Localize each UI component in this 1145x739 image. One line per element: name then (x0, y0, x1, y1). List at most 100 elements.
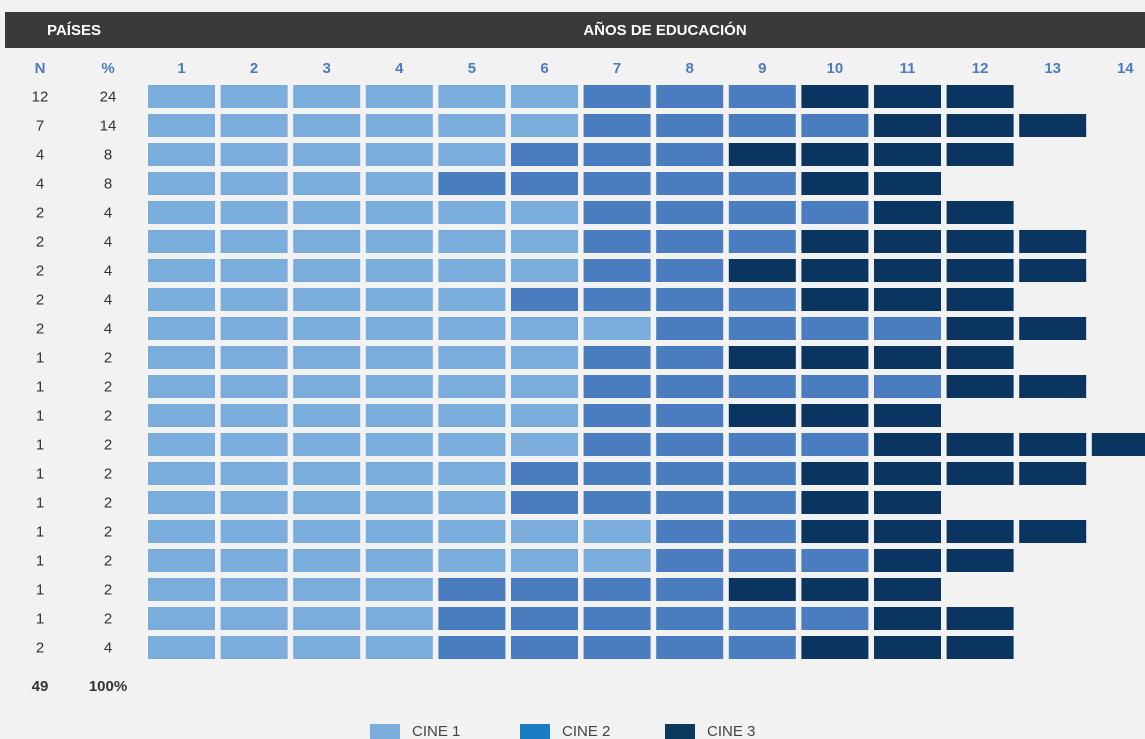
year-cell (874, 143, 941, 166)
year-cell (293, 114, 361, 137)
year-cell (874, 114, 941, 137)
year-cell (656, 636, 724, 659)
year-cell (220, 433, 288, 456)
year-cell (148, 549, 215, 572)
year-cell (438, 549, 506, 572)
year-cell (656, 433, 724, 456)
year-cell (438, 520, 506, 543)
year-cell (365, 462, 433, 485)
year-cell (801, 491, 869, 514)
year-cell (874, 85, 941, 108)
n-header: N (35, 60, 46, 77)
year-cell (583, 317, 651, 340)
total-n: 49 (32, 678, 49, 695)
year-cell (656, 375, 724, 398)
year-cell (511, 607, 578, 630)
year-cell (293, 375, 361, 398)
year-cell (511, 433, 578, 456)
year-cell (874, 491, 941, 514)
year-cell (728, 172, 796, 195)
year-cell (874, 172, 941, 195)
year-cell (946, 317, 1014, 340)
row-pct: 2 (104, 610, 112, 627)
year-cell (946, 607, 1014, 630)
year-cell (656, 520, 724, 543)
year-header: 4 (395, 60, 404, 77)
year-header: 10 (827, 60, 844, 77)
year-cell (511, 549, 578, 572)
year-header: 8 (686, 60, 694, 77)
row-n: 2 (36, 320, 44, 337)
legend-swatch (370, 724, 400, 739)
row-pct: 2 (104, 581, 112, 598)
year-cell (148, 433, 215, 456)
year-cell (583, 433, 651, 456)
year-cell (874, 375, 941, 398)
row-n: 4 (36, 146, 44, 163)
year-cell (220, 491, 288, 514)
year-cell (511, 85, 578, 108)
year-cell (946, 259, 1014, 282)
legend-label: CINE 1 (412, 723, 460, 739)
year-cell (946, 201, 1014, 224)
year-cell (583, 259, 651, 282)
year-cell (583, 346, 651, 369)
year-cell (583, 230, 651, 253)
year-cell (438, 491, 506, 514)
year-header: 6 (540, 60, 548, 77)
year-cell (148, 607, 215, 630)
year-cell (293, 288, 361, 311)
year-cell (1019, 259, 1087, 282)
year-cell (801, 578, 869, 601)
year-cell (583, 172, 651, 195)
pct-header: % (101, 60, 114, 77)
year-cell (656, 578, 724, 601)
year-cell (1019, 317, 1087, 340)
year-cell (438, 375, 506, 398)
year-cell (946, 85, 1014, 108)
year-cell (874, 317, 941, 340)
year-cell (946, 462, 1014, 485)
row-n: 7 (36, 117, 44, 134)
year-cell (438, 143, 506, 166)
year-header: 3 (323, 60, 331, 77)
year-cell (728, 346, 796, 369)
row-pct: 2 (104, 523, 112, 540)
year-cell (365, 230, 433, 253)
year-cell (148, 172, 215, 195)
year-cell (656, 346, 724, 369)
row-n: 2 (36, 639, 44, 656)
year-cell (656, 85, 724, 108)
year-cell (656, 607, 724, 630)
year-cell (148, 114, 215, 137)
year-cell (438, 607, 506, 630)
year-cell (293, 317, 361, 340)
row-n: 1 (36, 581, 44, 598)
year-cell (438, 201, 506, 224)
row-pct: 14 (100, 117, 117, 134)
year-header: 5 (468, 60, 476, 77)
year-cell (656, 143, 724, 166)
header-bar (5, 12, 1145, 48)
year-cell (511, 346, 578, 369)
year-cell (365, 607, 433, 630)
year-cell (1091, 433, 1145, 456)
row-n: 1 (36, 407, 44, 424)
row-pct: 2 (104, 407, 112, 424)
year-cell (511, 462, 578, 485)
year-cell (583, 607, 651, 630)
year-cell (220, 85, 288, 108)
row-n: 2 (36, 262, 44, 279)
year-cell (220, 288, 288, 311)
year-cell (583, 491, 651, 514)
year-header: 2 (250, 60, 258, 77)
year-cell (801, 143, 869, 166)
year-cell (946, 636, 1014, 659)
year-cell (438, 85, 506, 108)
year-cell (365, 375, 433, 398)
year-cell (220, 201, 288, 224)
row-n: 1 (36, 436, 44, 453)
year-cell (438, 288, 506, 311)
year-cell (801, 230, 869, 253)
